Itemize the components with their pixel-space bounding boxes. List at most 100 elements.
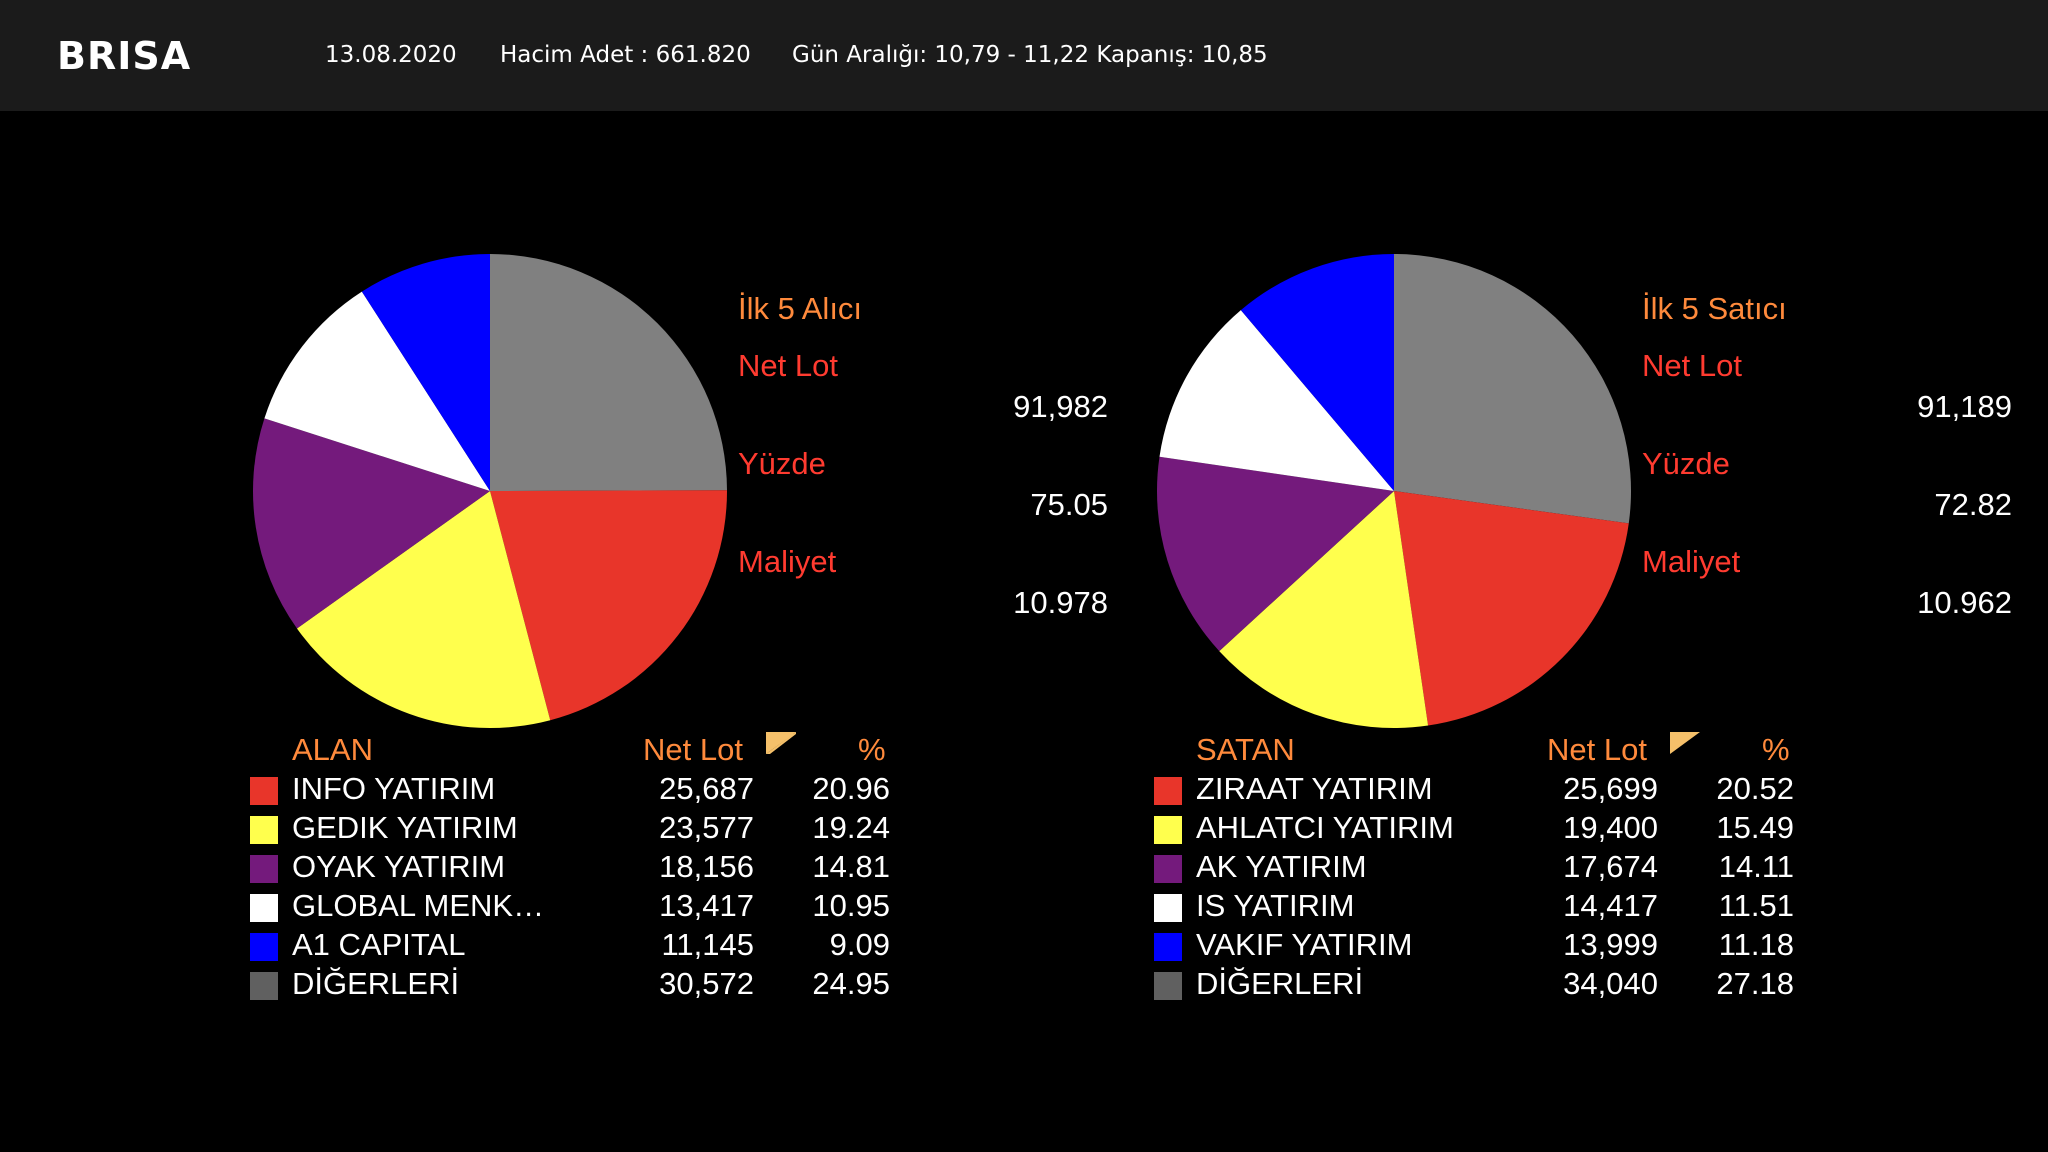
buyers-pie-chart: [253, 254, 727, 728]
sellers-percent-label: Yüzde: [1642, 446, 1730, 481]
legend-swatch: [1154, 933, 1182, 961]
row-name: DİĞERLERİ: [292, 966, 460, 1001]
sellers-cost-label: Maliyet: [1642, 544, 1741, 579]
pie-slice-a1-capital: [361, 254, 490, 491]
row-net-lot: 25,699: [1563, 771, 1658, 806]
row-net-lot: 17,674: [1563, 849, 1658, 884]
pie-slice-ahlatci-yatirim: [1219, 491, 1429, 728]
table-row: VAKIF YATIRIM 13,999 11.18: [1134, 927, 1894, 966]
header-bar: BRISA 13.08.2020 Hacim Adet : 661.820 Gü…: [0, 0, 2048, 111]
table-row: AHLATCI YATIRIM 19,400 15.49: [1134, 810, 1894, 849]
legend-swatch: [250, 816, 278, 844]
row-percent: 10.95: [812, 888, 890, 923]
sellers-percent-value: 72.82: [1934, 487, 2012, 522]
row-name: VAKIF YATIRIM: [1196, 927, 1413, 962]
buyers-percent-label: Yüzde: [738, 446, 826, 481]
pie-slice-ziraat-yatirim: [1394, 491, 1629, 726]
row-percent: 27.18: [1716, 966, 1794, 1001]
buyers-table-header-percent[interactable]: %: [858, 732, 886, 767]
table-row: DİĞERLERİ 34,040 27.18: [1134, 966, 1894, 1005]
sellers-table-header-percent[interactable]: %: [1762, 732, 1790, 767]
sellers-pie-chart: [1157, 254, 1631, 728]
row-name: GLOBAL MENK…: [292, 888, 545, 923]
row-name: AHLATCI YATIRIM: [1196, 810, 1454, 845]
legend-swatch: [1154, 816, 1182, 844]
row-net-lot: 25,687: [659, 771, 754, 806]
buyers-net-lot-value: 91,982: [1013, 389, 1108, 424]
trade-date: 13.08.2020: [325, 42, 457, 68]
pie-slice-is-yatirim: [1159, 310, 1394, 491]
buyers-cost-value: 10.978: [1013, 585, 1108, 620]
buyers-percent-value: 75.05: [1030, 487, 1108, 522]
row-net-lot: 14,417: [1563, 888, 1658, 923]
table-row: ZIRAAT YATIRIM 25,699 20.52: [1134, 771, 1894, 810]
sellers-net-lot-value: 91,189: [1917, 389, 2012, 424]
table-row: INFO YATIRIM 25,687 20.96: [230, 771, 990, 810]
table-row: IS YATIRIM 14,417 11.51: [1134, 888, 1894, 927]
volume-text: Hacim Adet : 661.820: [500, 42, 751, 68]
sort-descending-icon[interactable]: [1670, 732, 1700, 754]
row-percent: 14.81: [812, 849, 890, 884]
row-name: OYAK YATIRIM: [292, 849, 506, 884]
row-percent: 11.18: [1718, 927, 1794, 962]
legend-swatch: [250, 855, 278, 883]
table-row: GEDIK YATIRIM 23,577 19.24: [230, 810, 990, 849]
legend-swatch: [1154, 972, 1182, 1000]
sellers-cost-value: 10.962: [1917, 585, 2012, 620]
sellers-summary-title: İlk 5 Satıcı: [1642, 291, 1787, 326]
row-percent: 20.96: [812, 771, 890, 806]
buyers-cost-label: Maliyet: [738, 544, 837, 579]
row-name: IS YATIRIM: [1196, 888, 1355, 923]
buyers-table-header-net-lot[interactable]: Net Lot: [643, 732, 743, 767]
pie-slice-info-yatirim: [490, 490, 727, 721]
buyers-summary-title: İlk 5 Alıcı: [738, 291, 863, 326]
sellers-table-header-name: SATAN: [1196, 732, 1295, 767]
sellers-panel: İlk 5 Satıcı Net Lot 91,189 Yüzde 72.82 …: [1134, 111, 2012, 1111]
row-percent: 15.49: [1716, 810, 1794, 845]
buyers-table-header-name: ALAN: [292, 732, 373, 767]
row-name: AK YATIRIM: [1196, 849, 1367, 884]
ticker-symbol: BRISA: [57, 34, 192, 78]
row-percent: 19.24: [812, 810, 890, 845]
buyers-net-lot-label: Net Lot: [738, 348, 838, 383]
pie-slice-global-menk-: [264, 291, 490, 491]
row-percent: 24.95: [812, 966, 890, 1001]
row-net-lot: 34,040: [1563, 966, 1658, 1001]
row-percent: 14.11: [1718, 849, 1794, 884]
row-percent: 11.51: [1718, 888, 1794, 923]
pie-slice-di-ğerleri-: [490, 254, 727, 491]
row-percent: 9.09: [829, 927, 890, 962]
row-net-lot: 11,145: [661, 927, 754, 962]
pie-slice-vakif-yatirim: [1240, 254, 1394, 491]
legend-swatch: [250, 777, 278, 805]
row-net-lot: 19,400: [1563, 810, 1658, 845]
legend-swatch: [1154, 777, 1182, 805]
table-row: OYAK YATIRIM 18,156 14.81: [230, 849, 990, 888]
legend-swatch: [1154, 855, 1182, 883]
pie-slice-gedik-yatirim: [296, 491, 551, 728]
price-range-text: Gün Aralığı: 10,79 - 11,22 Kapanış: 10,8…: [792, 42, 1268, 68]
row-name: A1 CAPITAL: [292, 927, 466, 962]
table-row: GLOBAL MENK… 13,417 10.95: [230, 888, 990, 927]
row-name: ZIRAAT YATIRIM: [1196, 771, 1433, 806]
row-net-lot: 30,572: [659, 966, 754, 1001]
buyers-panel: İlk 5 Alıcı Net Lot 91,982 Yüzde 75.05 M…: [230, 111, 1108, 1111]
row-net-lot: 13,417: [659, 888, 754, 923]
legend-swatch: [250, 933, 278, 961]
sellers-net-lot-label: Net Lot: [1642, 348, 1742, 383]
sellers-table-header-net-lot[interactable]: Net Lot: [1547, 732, 1647, 767]
row-net-lot: 13,999: [1563, 927, 1658, 962]
legend-swatch: [250, 894, 278, 922]
row-net-lot: 18,156: [659, 849, 754, 884]
legend-swatch: [1154, 894, 1182, 922]
table-row: AK YATIRIM 17,674 14.11: [1134, 849, 1894, 888]
pie-slice-di-ğerleri-: [1394, 254, 1631, 524]
legend-swatch: [250, 972, 278, 1000]
row-name: GEDIK YATIRIM: [292, 810, 518, 845]
row-net-lot: 23,577: [659, 810, 754, 845]
sort-descending-icon[interactable]: [766, 732, 796, 754]
row-name: INFO YATIRIM: [292, 771, 496, 806]
table-row: DİĞERLERİ 30,572 24.95: [230, 966, 990, 1005]
pie-slice-oyak-yatirim: [253, 418, 490, 629]
row-name: DİĞERLERİ: [1196, 966, 1364, 1001]
